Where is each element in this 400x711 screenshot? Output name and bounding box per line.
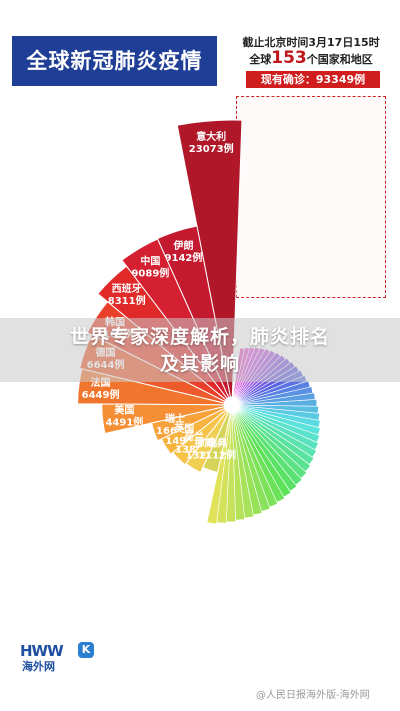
headline-line2: 及其影响 bbox=[159, 353, 240, 375]
wedge-category-label: 挪威 bbox=[195, 437, 215, 450]
deadline-text: 截止北京时间3月17日15时 bbox=[242, 36, 380, 49]
wedge-value-label: 9142例 bbox=[165, 251, 203, 264]
headline-band bbox=[0, 318, 400, 382]
rose-wedge bbox=[202, 411, 231, 473]
brand-logo: HWW 海外网 K bbox=[20, 642, 96, 676]
country-count-suffix: 个国家和地区 bbox=[306, 53, 373, 66]
watermark: @人民日报海外版-海外网 bbox=[256, 690, 370, 701]
country-count-prefix: 全球 bbox=[249, 53, 272, 66]
country-count-text: 全球153个国家和地区 bbox=[226, 48, 396, 68]
total-confirmed-badge: 现有确诊：93349例 bbox=[246, 71, 380, 88]
wedge-category-label: 瑞士 bbox=[165, 412, 185, 425]
wedge-value-label: 9089例 bbox=[131, 267, 169, 280]
headline-line1: 世界专家深度解析，肺炎排名 bbox=[69, 326, 330, 348]
wedge-category-label: 荷兰 bbox=[183, 430, 204, 443]
brand-name: 海外网 bbox=[22, 660, 55, 673]
wedge-category-label: 英国 bbox=[173, 422, 194, 435]
wedge-value-label: 4491例 bbox=[105, 415, 143, 428]
wedge-value-label: 23073例 bbox=[189, 142, 234, 155]
wedge-category-label: 伊朗 bbox=[172, 239, 193, 252]
wedge-category-label: 中国 bbox=[140, 255, 160, 268]
brand-logo-mark: HWW bbox=[20, 642, 64, 660]
wedge-value-label: 8311例 bbox=[108, 294, 146, 307]
wedge-category-label: 美国 bbox=[114, 403, 134, 416]
wedge-value-label: 6449例 bbox=[82, 388, 120, 401]
wedge-category-label: 西班牙 bbox=[112, 282, 142, 295]
country-count-number: 153 bbox=[271, 48, 307, 68]
wedge-category-label: 瑞典 bbox=[207, 436, 227, 449]
brand-badge-icon: K bbox=[78, 642, 94, 658]
chart-title: 全球新冠肺炎疫情 bbox=[12, 36, 217, 86]
wedge-category-label: 意大利 bbox=[196, 130, 226, 143]
headline: 世界专家深度解析，肺炎排名 及其影响 bbox=[0, 324, 400, 378]
wedge-value-label: 1112例 bbox=[198, 448, 236, 461]
